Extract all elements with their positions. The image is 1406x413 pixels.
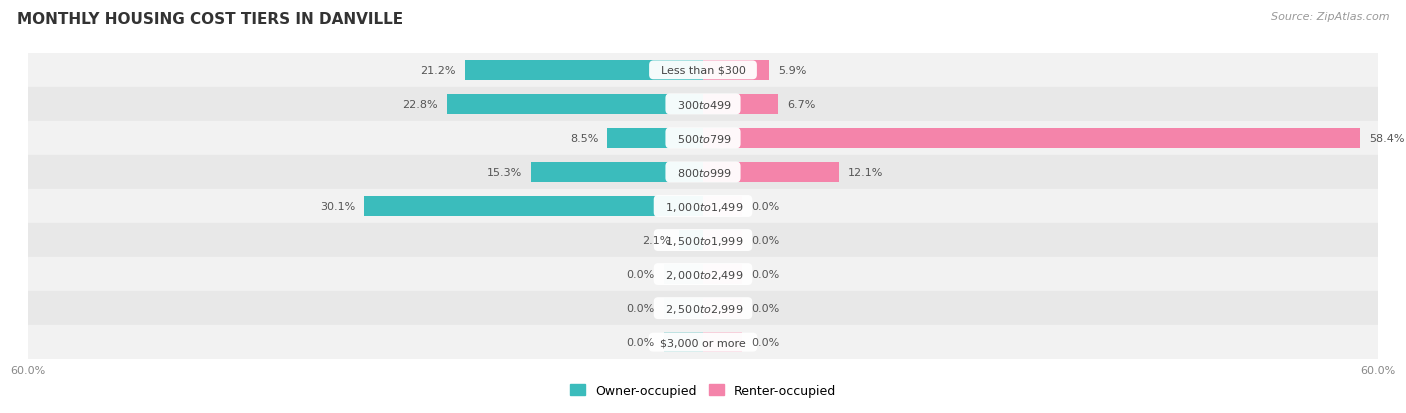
Bar <box>28 257 1378 292</box>
Bar <box>607 129 703 148</box>
Bar <box>28 88 1378 121</box>
Text: $3,000 or more: $3,000 or more <box>654 337 752 347</box>
Bar <box>364 197 703 216</box>
Text: $800 to $999: $800 to $999 <box>669 166 737 178</box>
Bar <box>703 299 742 318</box>
Bar <box>703 265 742 284</box>
Bar <box>703 163 839 183</box>
Text: MONTHLY HOUSING COST TIERS IN DANVILLE: MONTHLY HOUSING COST TIERS IN DANVILLE <box>17 12 404 27</box>
Text: 58.4%: 58.4% <box>1369 133 1405 144</box>
Bar <box>28 325 1378 359</box>
Text: 0.0%: 0.0% <box>751 337 779 347</box>
Bar <box>28 190 1378 223</box>
Text: 0.0%: 0.0% <box>751 202 779 211</box>
Text: 2.1%: 2.1% <box>643 235 671 245</box>
Text: 0.0%: 0.0% <box>627 337 655 347</box>
Bar <box>531 163 703 183</box>
Text: 8.5%: 8.5% <box>569 133 599 144</box>
Bar <box>664 265 703 284</box>
Text: 22.8%: 22.8% <box>402 100 437 109</box>
Text: 30.1%: 30.1% <box>321 202 356 211</box>
Text: 15.3%: 15.3% <box>486 168 522 178</box>
Text: $2,500 to $2,999: $2,500 to $2,999 <box>658 302 748 315</box>
Text: 6.7%: 6.7% <box>787 100 815 109</box>
Bar <box>703 61 769 81</box>
Bar <box>703 230 742 250</box>
Text: 0.0%: 0.0% <box>751 235 779 245</box>
Bar <box>28 156 1378 190</box>
Bar <box>464 61 703 81</box>
Text: $2,000 to $2,499: $2,000 to $2,499 <box>658 268 748 281</box>
Text: $500 to $799: $500 to $799 <box>669 133 737 145</box>
Text: 21.2%: 21.2% <box>420 66 456 76</box>
Bar <box>28 223 1378 257</box>
Bar <box>703 129 1360 148</box>
Legend: Owner-occupied, Renter-occupied: Owner-occupied, Renter-occupied <box>565 379 841 402</box>
Text: 12.1%: 12.1% <box>848 168 883 178</box>
Bar <box>703 197 742 216</box>
Text: 0.0%: 0.0% <box>751 269 779 280</box>
Text: $300 to $499: $300 to $499 <box>669 99 737 111</box>
Bar <box>28 121 1378 156</box>
Bar <box>679 230 703 250</box>
Text: $1,500 to $1,999: $1,500 to $1,999 <box>658 234 748 247</box>
Text: Less than $300: Less than $300 <box>654 66 752 76</box>
Text: 5.9%: 5.9% <box>779 66 807 76</box>
Text: Source: ZipAtlas.com: Source: ZipAtlas.com <box>1271 12 1389 22</box>
Bar <box>664 299 703 318</box>
Bar <box>447 95 703 114</box>
Bar <box>703 95 779 114</box>
Text: $1,000 to $1,499: $1,000 to $1,499 <box>658 200 748 213</box>
Bar <box>28 54 1378 88</box>
Text: 0.0%: 0.0% <box>627 269 655 280</box>
Text: 0.0%: 0.0% <box>751 304 779 313</box>
Text: 0.0%: 0.0% <box>627 304 655 313</box>
Bar <box>664 332 703 352</box>
Bar <box>703 332 742 352</box>
Bar <box>28 292 1378 325</box>
